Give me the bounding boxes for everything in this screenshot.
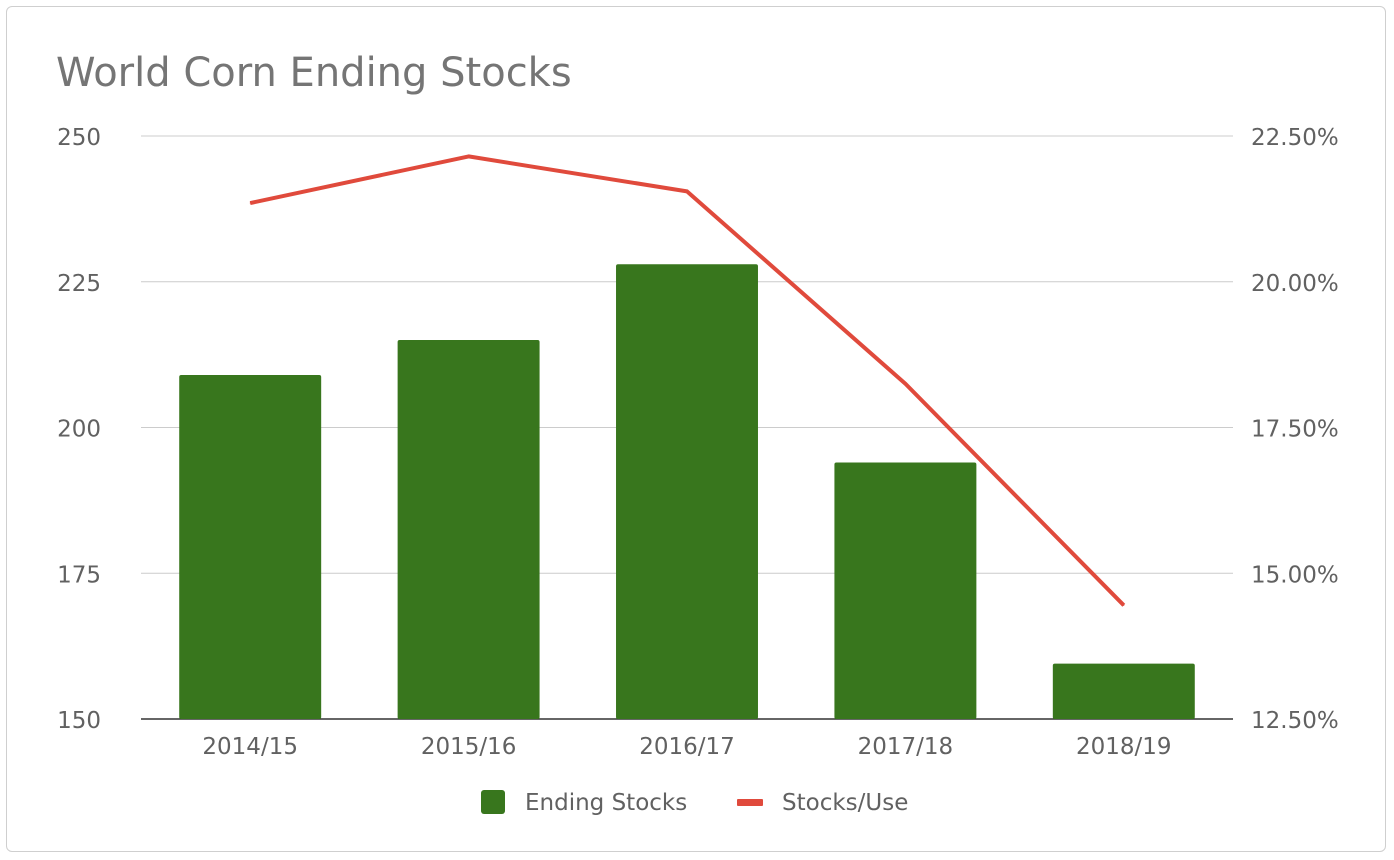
x-tick-label: 2017/18 — [858, 734, 954, 760]
stocks-use-point-2016/17 — [686, 190, 688, 192]
left-tick-label: 150 — [57, 708, 101, 734]
bar-ending-stocks-2018/19 — [1052, 663, 1195, 719]
stocks-use-line-group — [249, 154, 1126, 607]
x-tick-label: 2015/16 — [421, 734, 517, 760]
x-tick-label: 2018/19 — [1076, 734, 1172, 760]
right-axis-ticks: 22.50% 20.00% 17.50% 15.00% 12.50% — [1251, 125, 1339, 734]
chart-card: World Corn Ending Stocks 250 225 200 175 150… — [6, 6, 1386, 852]
legend: Ending Stocks Stocks/Use — [481, 790, 908, 816]
stocks-use-point-2015/16 — [468, 155, 470, 157]
left-axis-ticks: 250 225 200 175 150 — [57, 125, 101, 734]
bar-ending-stocks-2014/15 — [179, 375, 322, 719]
legend-label-stocks-use: Stocks/Use — [782, 790, 908, 816]
chart-svg: World Corn Ending Stocks 250 225 200 175 150… — [56, 50, 1339, 816]
x-axis-ticks: 2014/15 2015/16 2016/17 2017/18 2018/19 — [202, 734, 1171, 760]
right-tick-label: 17.50% — [1251, 417, 1339, 443]
stocks-use-point-2014/15 — [249, 202, 251, 204]
x-tick-label: 2016/17 — [639, 734, 735, 760]
right-tick-label: 20.00% — [1251, 271, 1339, 297]
stocks-use-point-2018/19 — [1123, 604, 1125, 606]
legend-swatch-stocks-use — [737, 799, 763, 806]
left-tick-label: 225 — [57, 271, 101, 297]
right-tick-label: 12.50% — [1251, 708, 1339, 734]
bar-ending-stocks-2016/17 — [616, 264, 758, 719]
stocks-use-point-2017/18 — [904, 383, 906, 385]
legend-label-ending-stocks: Ending Stocks — [525, 790, 687, 816]
bar-ending-stocks-2015/16 — [397, 340, 540, 719]
chart-title: World Corn Ending Stocks — [56, 50, 572, 96]
right-tick-label: 22.50% — [1251, 125, 1339, 151]
bars — [179, 264, 1195, 719]
left-tick-label: 200 — [57, 417, 101, 443]
left-tick-label: 250 — [57, 125, 101, 151]
left-tick-label: 175 — [57, 562, 101, 588]
x-tick-label: 2014/15 — [202, 734, 298, 760]
legend-swatch-ending-stocks — [481, 790, 505, 814]
right-tick-label: 15.00% — [1251, 562, 1339, 588]
bar-ending-stocks-2017/18 — [834, 462, 977, 719]
